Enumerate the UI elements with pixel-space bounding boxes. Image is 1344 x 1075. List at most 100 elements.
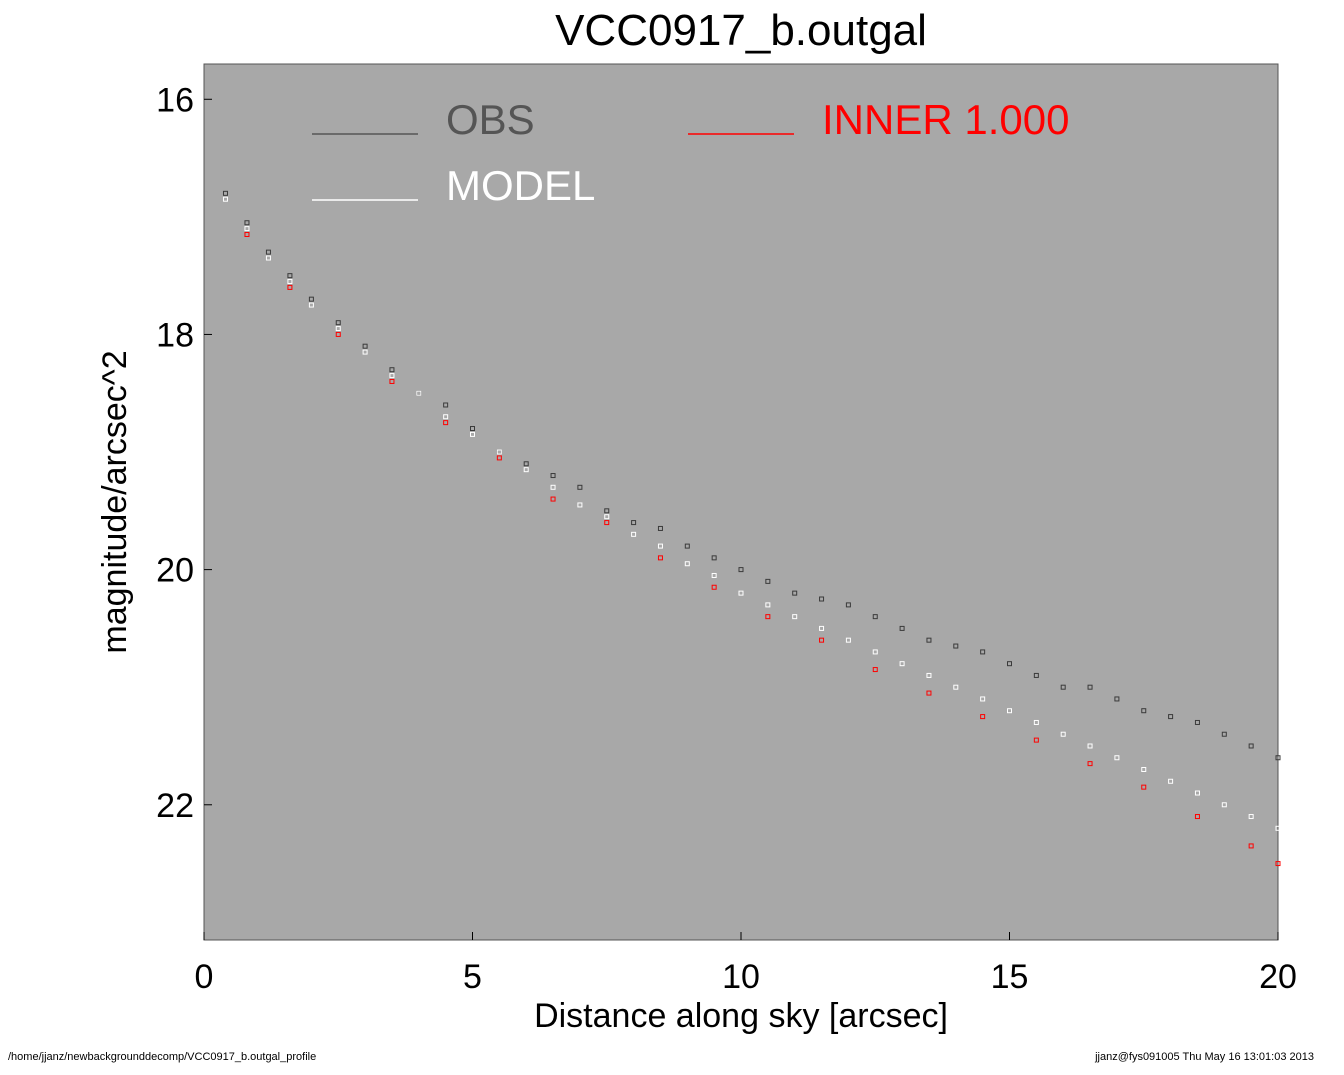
- data-point: [1168, 714, 1174, 720]
- data-point: [577, 484, 583, 490]
- legend: OBS INNER 1.000 MODEL: [312, 96, 1069, 209]
- data-point: [443, 414, 449, 420]
- data-point: [443, 402, 449, 408]
- data-point: [980, 649, 986, 655]
- x-tick-label: 5: [463, 958, 482, 996]
- data-point: [550, 473, 556, 479]
- data-point: [819, 625, 825, 631]
- data-point: [738, 590, 744, 596]
- data-point: [953, 684, 959, 690]
- data-point: [1248, 814, 1254, 820]
- data-point: [765, 578, 771, 584]
- data-point: [1275, 861, 1281, 867]
- data-point: [443, 420, 449, 426]
- data-point: [845, 637, 851, 643]
- y-axis: 16 18 20 22: [156, 81, 212, 825]
- data-point: [362, 349, 368, 355]
- data-point: [244, 220, 250, 226]
- data-point: [335, 320, 341, 326]
- x-axis-label: Distance along sky [arcsec]: [534, 997, 948, 1035]
- footer-timestamp: jjanz@fys091005 Thu May 16 13:01:03 2013: [1095, 1051, 1314, 1063]
- data-point: [711, 584, 717, 590]
- data-point: [765, 602, 771, 608]
- data-point: [416, 390, 422, 396]
- data-point: [389, 378, 395, 384]
- data-point: [1033, 719, 1039, 725]
- data-point: [765, 614, 771, 620]
- data-point: [980, 714, 986, 720]
- data-point: [631, 531, 637, 537]
- data-point: [845, 602, 851, 608]
- data-point: [287, 279, 293, 285]
- data-point: [1007, 661, 1012, 667]
- data-point: [470, 431, 475, 437]
- data-point: [222, 190, 228, 196]
- data-point: [738, 567, 744, 573]
- data-point: [244, 226, 250, 232]
- data-point: [308, 296, 314, 302]
- data-point: [657, 543, 663, 549]
- data-point: [684, 561, 690, 567]
- data-point: [1141, 708, 1147, 714]
- data-point: [711, 555, 717, 561]
- y-axis-label: magnitude/arcsec^2: [96, 350, 134, 653]
- data-point: [1087, 743, 1093, 749]
- data-point: [389, 367, 395, 373]
- data-point: [550, 496, 556, 502]
- data-point: [1248, 843, 1254, 849]
- data-point: [550, 484, 556, 490]
- data-point: [926, 637, 932, 643]
- data-point: [1221, 731, 1227, 737]
- data-point: [792, 590, 798, 596]
- data-point: [523, 461, 529, 467]
- data-point: [244, 231, 250, 237]
- data-point: [265, 249, 271, 255]
- data-point: [1194, 814, 1200, 820]
- data-point: [631, 520, 637, 526]
- data-point: [1221, 802, 1227, 808]
- data-point: [1275, 825, 1281, 831]
- data-point: [1114, 696, 1120, 702]
- legend-label: OBS: [446, 96, 535, 143]
- data-point: [1087, 684, 1093, 690]
- data-point: [604, 514, 610, 520]
- data-point: [222, 196, 228, 202]
- x-tick-label: 10: [722, 958, 760, 996]
- data-point: [389, 373, 395, 379]
- data-point: [1087, 761, 1093, 767]
- data-point: [657, 525, 663, 531]
- data-point: [577, 502, 583, 508]
- footer-file-path: /home/jjanz/newbackgrounddecomp/VCC0917_…: [8, 1051, 317, 1063]
- x-axis: 0 5 10 15 20: [195, 932, 1297, 996]
- data-point: [604, 508, 610, 514]
- data-point: [604, 520, 610, 526]
- data-point: [1033, 672, 1039, 678]
- data-point: [265, 255, 271, 261]
- data-point: [1114, 755, 1120, 761]
- data-point: [657, 555, 663, 561]
- data-point: [1060, 731, 1066, 737]
- data-point: [1275, 755, 1281, 761]
- data-point: [926, 690, 932, 696]
- data-point: [926, 672, 932, 678]
- legend-label: MODEL: [446, 162, 595, 209]
- data-point: [980, 696, 986, 702]
- data-point: [1194, 790, 1200, 796]
- data-point: [953, 643, 959, 649]
- data-point: [335, 331, 341, 337]
- data-point: [1007, 708, 1012, 714]
- data-point: [287, 273, 293, 279]
- data-point: [1033, 737, 1039, 743]
- data-point: [470, 426, 475, 432]
- data-point: [872, 667, 878, 673]
- y-tick-label: 20: [156, 552, 194, 590]
- data-point: [1168, 778, 1174, 784]
- data-point: [523, 467, 529, 473]
- data-point: [819, 596, 825, 602]
- data-point: [819, 637, 825, 643]
- plot-area: [203, 63, 1279, 941]
- data-point: [1141, 767, 1147, 773]
- data-point: [287, 284, 293, 290]
- data-point: [496, 449, 502, 455]
- data-point: [362, 343, 368, 349]
